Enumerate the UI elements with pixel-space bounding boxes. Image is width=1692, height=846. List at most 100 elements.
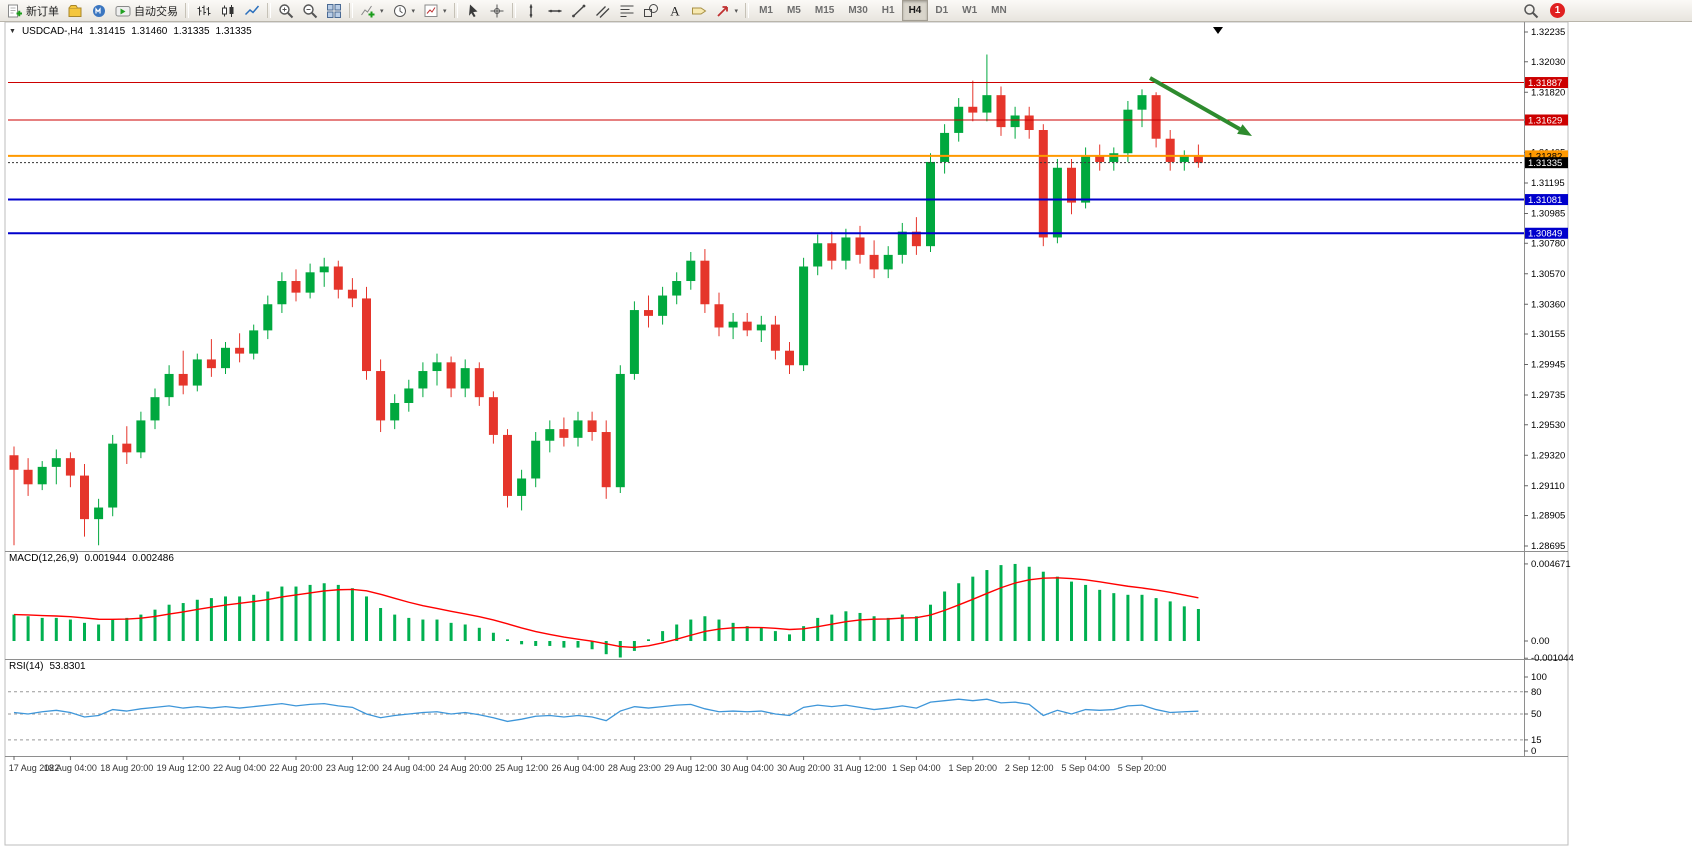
notifications-button[interactable]: 1 [1550,3,1565,18]
tile-windows-button[interactable] [322,0,346,21]
tf-d1[interactable]: D1 [928,0,955,21]
macd-axis-label: 0.00 [1531,636,1550,647]
zoom-in-icon [279,3,294,18]
price-badge-1.31382: 1.31382 [1525,150,1568,162]
trend-arrow-line[interactable] [1149,76,1241,131]
zoom-out-button[interactable] [298,0,322,21]
arrows-tool-button[interactable]: ▾ [711,0,743,21]
time-axis-label: 29 Aug 12:00 [664,763,717,773]
candlestick-series [9,54,1203,546]
time-axis-label: 24 Aug 20:00 [439,763,492,773]
bars-icon [197,5,211,15]
price-axis-label: 1.31820 [1531,87,1565,98]
time-axis-label: 18 Aug 20:00 [100,763,153,773]
cursor-icon [468,4,478,17]
price-badge-1.31629: 1.31629 [1525,114,1568,126]
trend-arrow-head[interactable] [1237,124,1252,136]
tiles-icon [327,3,341,18]
toolbar-separator [349,3,353,18]
profiles-button[interactable] [63,0,87,21]
price-axis-label: 1.30780 [1531,238,1565,249]
macd-name: MACD(12,26,9) [9,553,79,564]
crosshair-button[interactable] [485,0,509,21]
dropdown-arrow-icon: ▾ [443,7,447,15]
time-axis-label: 30 Aug 04:00 [721,763,774,773]
tf-m1[interactable]: M1 [752,0,780,21]
price-axis-label: 1.30570 [1531,269,1565,280]
toolbar-separator [745,3,750,18]
cursor-button[interactable] [461,0,485,21]
new-order-button[interactable]: 新订单 [3,0,63,21]
mql5-community-button[interactable] [87,0,111,21]
current-price-badge: 1.31335 [1525,157,1568,169]
time-axis-label: 31 Aug 12:00 [833,763,886,773]
templates-button[interactable]: ▾ [419,0,451,21]
bar-chart-button[interactable] [192,0,216,21]
tf-m15[interactable]: M15 [808,0,841,21]
autotrading-button[interactable]: 自动交易 [111,0,182,21]
autotrading-icon [115,5,131,16]
time-axis-label: 23 Aug 12:00 [326,763,379,773]
periods-button[interactable]: ▾ [388,0,420,21]
time-axis-label: 25 Aug 12:00 [495,763,548,773]
search-button[interactable] [1519,0,1543,21]
autotrading-button-label: 自动交易 [134,5,178,18]
chart-low-value: 1.31335 [173,26,210,37]
indicators-button[interactable]: ▾ [356,0,388,21]
macd-axis-label: -0.001044 [1531,653,1574,664]
tf-h4-label: H4 [908,5,922,16]
chart-title: ▼ USDCAD-,H4 1.31415 1.31460 1.31335 1.3… [9,26,252,37]
tf-w1-label: W1 [962,5,978,16]
text-button[interactable]: A [663,0,687,21]
rsi-axis-label: 100 [1531,672,1547,683]
label-icon [691,7,706,14]
arrow-tool-icon [716,5,728,17]
price-axis-label: 1.31195 [1531,178,1565,189]
price-axis-label: 1.32030 [1531,57,1565,68]
one-click-trading-toggle-icon[interactable]: ▼ [9,28,16,35]
tf-m30[interactable]: M30 [841,0,874,21]
macd-signal-line [13,577,1199,649]
macd-signal-value: 0.002486 [132,553,174,564]
tf-h1[interactable]: H1 [875,0,902,21]
tf-m5[interactable]: M5 [780,0,808,21]
indicators-icon [361,5,375,17]
shapes-button[interactable] [639,0,663,21]
profiles-icon [68,4,82,17]
price-axis-label: 1.32235 [1531,27,1565,38]
price-badge-1.31081: 1.31081 [1525,194,1568,206]
trendline-button[interactable] [567,0,591,21]
chart-high-value: 1.31460 [131,26,168,37]
vertical-line-button[interactable] [519,0,543,21]
chart-window-frame [4,21,1569,846]
channel-icon [595,5,610,18]
label-button[interactable] [687,0,711,21]
new-order-button-label: 新订单 [26,5,59,18]
crosshair-icon [490,4,504,17]
fibonacci-button[interactable] [615,0,639,21]
svg-text:1.31081: 1.31081 [1528,195,1562,206]
time-axis-label: 18 Aug 04:00 [44,763,97,773]
rsi-line [13,698,1199,723]
tf-mn[interactable]: MN [984,0,1014,21]
svg-text:1.31382: 1.31382 [1528,151,1562,162]
rsi-name: RSI(14) [9,661,44,672]
svg-text:1.31335: 1.31335 [1528,158,1562,169]
search-icon [1524,3,1539,18]
rsi-indicator: 100 80 50 150 [8,672,1547,757]
candlestick-button[interactable] [216,0,240,21]
zoom-in-button[interactable] [274,0,298,21]
chart-shift-marker[interactable] [1213,27,1223,34]
clock-icon [393,4,406,17]
macd-indicator: 0.004671 0.00 -0.001044 [12,559,1574,664]
tf-h4[interactable]: H4 [901,0,929,21]
channel-button[interactable] [591,0,615,21]
price-axis-label: 1.28695 [1531,541,1565,552]
horizontal-line-button[interactable] [543,0,567,21]
line-chart-button[interactable] [240,0,264,21]
tf-w1[interactable]: W1 [955,0,984,21]
trendline-icon [571,4,585,17]
toolbar-right-strip: 1 [1519,0,1565,21]
